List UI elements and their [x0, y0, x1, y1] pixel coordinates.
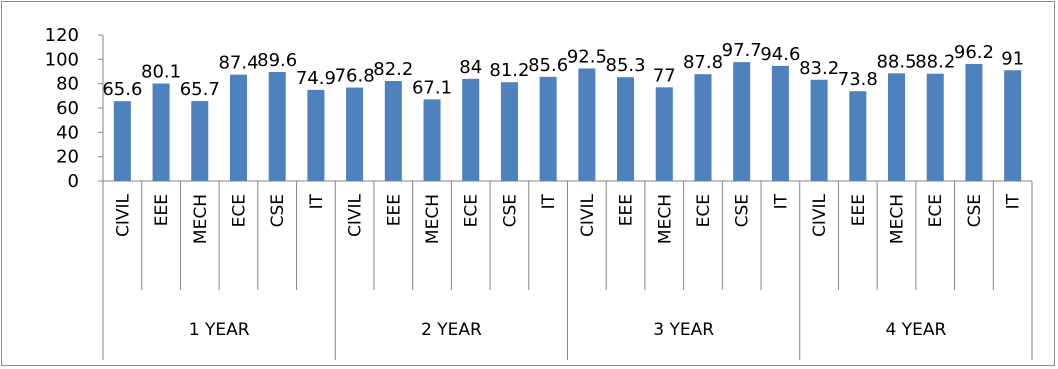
data-label: 94.6 — [760, 44, 800, 65]
data-label: 67.1 — [412, 77, 452, 98]
data-label: 85.6 — [528, 55, 568, 76]
bar — [578, 68, 596, 181]
category-label: MECH — [191, 194, 211, 244]
data-label: 65.7 — [180, 79, 220, 100]
category-label: EEE — [152, 194, 172, 226]
bar — [655, 87, 673, 181]
data-label: 92.5 — [567, 46, 607, 67]
data-label: 88.2 — [915, 52, 955, 73]
bar — [1004, 70, 1022, 181]
bar — [810, 79, 828, 181]
y-tick-label: 100 — [45, 49, 79, 70]
category-label: CIVIL — [810, 193, 830, 237]
y-tick-label: 20 — [56, 147, 79, 168]
bar — [384, 80, 402, 181]
category-label: EEE — [849, 194, 869, 226]
category-label: CSE — [965, 194, 985, 227]
bar — [191, 101, 209, 181]
y-tick-label: 40 — [56, 122, 79, 143]
data-label: 87.8 — [683, 52, 723, 73]
category-label: CSE — [733, 194, 753, 227]
data-label: 97.7 — [722, 40, 762, 61]
bar — [462, 78, 480, 181]
y-tick-label: 80 — [56, 74, 79, 95]
category-label: IT — [539, 193, 559, 209]
data-label: 76.8 — [335, 66, 375, 87]
data-label: 88.5 — [876, 51, 916, 72]
bar — [268, 71, 286, 181]
category-label: MECH — [655, 194, 675, 244]
group-label: 4 YEAR — [885, 320, 946, 340]
data-label: 74.9 — [296, 68, 336, 89]
bar — [926, 73, 944, 181]
bar — [346, 87, 364, 181]
bar — [229, 74, 247, 181]
data-label: 91 — [1001, 48, 1024, 69]
category-label: EEE — [617, 194, 637, 226]
bar — [539, 76, 557, 181]
category-label: IT — [1004, 193, 1024, 209]
bar — [423, 99, 441, 181]
data-label: 85.3 — [606, 55, 646, 76]
data-label: 73.8 — [838, 69, 878, 90]
category-label: ECE — [694, 194, 714, 227]
bar — [771, 65, 789, 181]
y-tick-label: 0 — [68, 171, 79, 192]
bar — [500, 82, 518, 181]
bar — [152, 83, 170, 181]
category-label: ECE — [926, 194, 946, 227]
group-label: 2 YEAR — [421, 320, 482, 340]
category-label: CIVIL — [113, 193, 133, 237]
bar — [307, 89, 325, 181]
data-label: 87.4 — [218, 53, 258, 74]
bar — [617, 77, 635, 181]
bar — [849, 91, 867, 181]
data-label: 83.2 — [799, 58, 839, 79]
group-label: 3 YEAR — [653, 320, 714, 340]
group-label: 1 YEAR — [189, 320, 250, 340]
data-label: 81.2 — [489, 60, 529, 81]
bar — [733, 62, 751, 181]
bar — [113, 101, 131, 181]
bar — [888, 73, 906, 181]
data-label: 89.6 — [257, 50, 297, 71]
bar — [965, 63, 983, 181]
category-label: CSE — [268, 194, 288, 227]
category-label: IT — [307, 193, 327, 209]
category-label: IT — [771, 193, 791, 209]
data-label: 65.6 — [102, 79, 142, 100]
bar — [694, 74, 712, 181]
category-label: CIVIL — [578, 193, 598, 237]
data-label: 82.2 — [373, 59, 413, 80]
data-label: 96.2 — [954, 42, 994, 63]
category-label: CSE — [500, 194, 520, 227]
y-tick-label: 60 — [56, 98, 79, 119]
data-label: 84 — [459, 57, 482, 78]
category-label: ECE — [462, 194, 482, 227]
category-label: CIVIL — [346, 193, 366, 237]
category-label: EEE — [384, 194, 404, 226]
category-label: ECE — [229, 194, 249, 227]
data-label: 80.1 — [141, 62, 181, 83]
category-label: MECH — [423, 194, 443, 244]
y-tick-label: 120 — [45, 25, 79, 46]
category-label: MECH — [888, 194, 908, 244]
data-label: 77 — [653, 65, 676, 86]
